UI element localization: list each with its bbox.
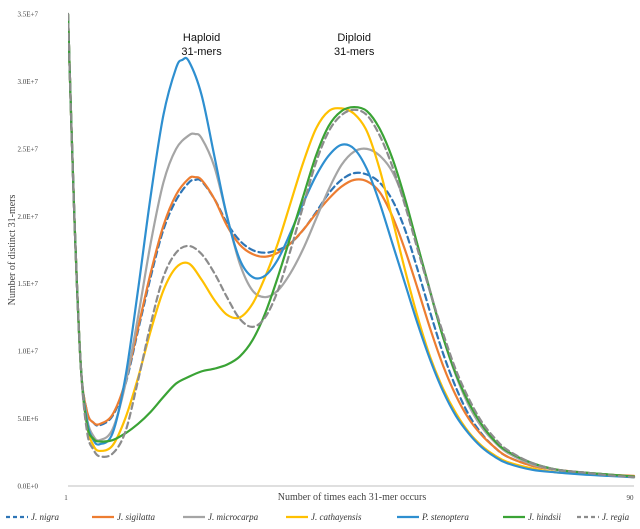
- series-line-j-hindsii: [68, 12, 636, 478]
- legend-label: J. nigra: [31, 512, 59, 522]
- y-tick-label: 5.0E+6: [18, 415, 39, 423]
- annotation-text: Diploid: [337, 32, 371, 44]
- series-line-j-regia: [68, 12, 636, 479]
- series-line-j-nigra: [68, 12, 636, 478]
- annotations: Haploid 31-mers Diploid 31-mers: [181, 32, 374, 58]
- annotation-text: 31-mers: [181, 46, 222, 58]
- legend-label: J. sigilatta: [117, 512, 155, 522]
- annotation-text: 31-mers: [334, 46, 375, 58]
- series-layer: [68, 12, 636, 479]
- legend-label: J. microcarpa: [208, 512, 259, 522]
- annotation-text: Haploid: [183, 32, 220, 44]
- series-line-j-sigilatta: [68, 12, 636, 477]
- legend-label: P. stenoptera: [421, 512, 469, 522]
- series-line-p-stenoptera: [68, 12, 636, 479]
- x-axis-title: Number of times each 31-mer occurs: [278, 492, 427, 503]
- y-tick-label: 2.5E+7: [18, 145, 39, 153]
- legend-label: J. regia: [602, 512, 630, 522]
- legend-label: J. cathayensis: [311, 512, 362, 522]
- legend-label: J. hindsii: [528, 512, 561, 522]
- y-tick-label: 3.5E+7: [18, 11, 39, 19]
- y-tick-label: 2.0E+7: [18, 213, 39, 221]
- y-tick-labels: 0.0E+0 5.0E+6 1.0E+7 1.5E+7 2.0E+7 2.5E+7 3.0E…: [18, 11, 39, 491]
- y-tick-label: 0.0E+0: [18, 483, 39, 491]
- legend: J. nigra J. sigilatta J. microcarpa J. cath…: [6, 512, 630, 522]
- y-tick-label: 1.0E+7: [18, 348, 39, 356]
- x-tick-label: 1: [64, 494, 68, 502]
- y-tick-label: 3.0E+7: [18, 78, 39, 86]
- y-axis-title: Number of distinct 31-mers: [7, 194, 18, 305]
- y-tick-label: 1.5E+7: [18, 280, 39, 288]
- series-line-j-microcarpa: [68, 12, 636, 478]
- x-tick-label: 90: [627, 494, 635, 502]
- x-tick-labels: 1 90: [64, 494, 634, 502]
